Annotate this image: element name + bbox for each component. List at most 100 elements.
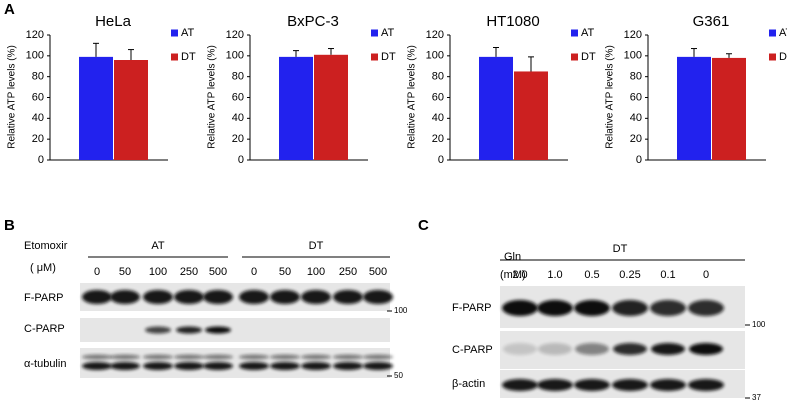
band bbox=[503, 343, 537, 355]
legend-label: DT bbox=[779, 51, 787, 63]
band bbox=[574, 379, 610, 391]
band bbox=[574, 300, 610, 316]
band bbox=[143, 362, 173, 370]
band bbox=[110, 362, 140, 370]
y-tick-label: 60 bbox=[232, 91, 244, 103]
band bbox=[537, 300, 573, 316]
lane-label: 500 bbox=[209, 266, 227, 278]
group-label: DT bbox=[309, 240, 324, 252]
legend-label: AT bbox=[779, 27, 787, 39]
y-tick-label: 60 bbox=[630, 91, 642, 103]
band bbox=[502, 379, 538, 391]
band bbox=[143, 290, 173, 304]
legend-swatch bbox=[371, 29, 378, 37]
band bbox=[174, 354, 204, 360]
band bbox=[205, 326, 231, 334]
lane-label: 100 bbox=[307, 266, 325, 278]
lane-label: 2.0 bbox=[512, 269, 527, 281]
row-label: F-PARP bbox=[452, 302, 492, 314]
band bbox=[363, 354, 393, 360]
lane-label: 0.1 bbox=[660, 269, 675, 281]
band bbox=[174, 290, 204, 304]
legend-swatch bbox=[571, 53, 578, 61]
lane-label: 500 bbox=[369, 266, 387, 278]
row-label: C-PARP bbox=[452, 344, 493, 356]
marker-label: 50 bbox=[394, 371, 403, 380]
band bbox=[145, 326, 171, 334]
band bbox=[502, 300, 538, 316]
y-tick-label: 120 bbox=[624, 29, 642, 41]
lane-label: 0 bbox=[251, 266, 257, 278]
marker-label: 100 bbox=[394, 306, 408, 315]
y-axis-label: Relative ATP levels (%) bbox=[7, 45, 18, 149]
bar bbox=[79, 56, 113, 160]
error-bar bbox=[528, 56, 534, 72]
band bbox=[270, 362, 300, 370]
band bbox=[613, 343, 647, 355]
bar bbox=[314, 54, 348, 160]
treatment-label: Gln bbox=[504, 251, 521, 263]
band bbox=[333, 354, 363, 360]
treatment-label: Etomoxir bbox=[24, 240, 68, 252]
band bbox=[537, 379, 573, 391]
band bbox=[333, 362, 363, 370]
band bbox=[688, 379, 724, 391]
legend-label: AT bbox=[381, 27, 395, 39]
lane-label: 0 bbox=[94, 266, 100, 278]
lane-label: 0 bbox=[703, 269, 709, 281]
group-label: AT bbox=[151, 240, 165, 252]
band bbox=[110, 354, 140, 360]
error-bar bbox=[691, 48, 697, 57]
band bbox=[612, 300, 648, 316]
y-tick-label: 20 bbox=[32, 133, 44, 145]
legend-swatch bbox=[769, 53, 776, 61]
bar bbox=[514, 71, 548, 160]
legend-label: AT bbox=[181, 27, 195, 39]
y-tick-label: 20 bbox=[432, 133, 444, 145]
y-axis-label: Relative ATP levels (%) bbox=[407, 45, 418, 149]
band bbox=[650, 300, 686, 316]
legend-label: DT bbox=[381, 51, 396, 63]
lane-label: 50 bbox=[119, 266, 131, 278]
y-tick-label: 40 bbox=[32, 112, 44, 124]
error-bar bbox=[328, 48, 334, 55]
panel-label: C bbox=[418, 217, 429, 234]
group-label: DT bbox=[613, 243, 628, 255]
band bbox=[363, 290, 393, 304]
chart-title: HeLa bbox=[95, 13, 132, 30]
chart-title: BxPC-3 bbox=[287, 13, 339, 30]
band bbox=[301, 290, 331, 304]
y-tick-label: 0 bbox=[636, 154, 642, 166]
y-tick-label: 80 bbox=[432, 71, 444, 83]
y-axis-label: Relative ATP levels (%) bbox=[605, 45, 616, 149]
panel-label: A bbox=[4, 1, 15, 18]
row-label: β-actin bbox=[452, 378, 485, 390]
panel-label: B bbox=[4, 217, 15, 234]
y-tick-label: 40 bbox=[432, 112, 444, 124]
band bbox=[270, 290, 300, 304]
row-label: α-tubulin bbox=[24, 358, 66, 370]
band bbox=[143, 354, 173, 360]
y-tick-label: 40 bbox=[232, 112, 244, 124]
legend-label: DT bbox=[181, 51, 196, 63]
row-label: C-PARP bbox=[24, 323, 65, 335]
y-tick-label: 60 bbox=[432, 91, 444, 103]
lane-label: 100 bbox=[149, 266, 167, 278]
y-tick-label: 100 bbox=[624, 50, 642, 62]
band bbox=[239, 290, 269, 304]
band bbox=[239, 362, 269, 370]
band bbox=[203, 362, 233, 370]
marker-label: 37 bbox=[752, 393, 761, 402]
bar bbox=[479, 56, 513, 160]
y-tick-label: 0 bbox=[238, 154, 244, 166]
band bbox=[689, 343, 723, 355]
band bbox=[203, 354, 233, 360]
lane-label: 250 bbox=[339, 266, 357, 278]
legend-swatch bbox=[371, 53, 378, 61]
error-bar bbox=[726, 53, 732, 58]
y-tick-label: 40 bbox=[630, 112, 642, 124]
legend-swatch bbox=[171, 29, 178, 37]
band bbox=[363, 362, 393, 370]
y-tick-label: 60 bbox=[32, 91, 44, 103]
